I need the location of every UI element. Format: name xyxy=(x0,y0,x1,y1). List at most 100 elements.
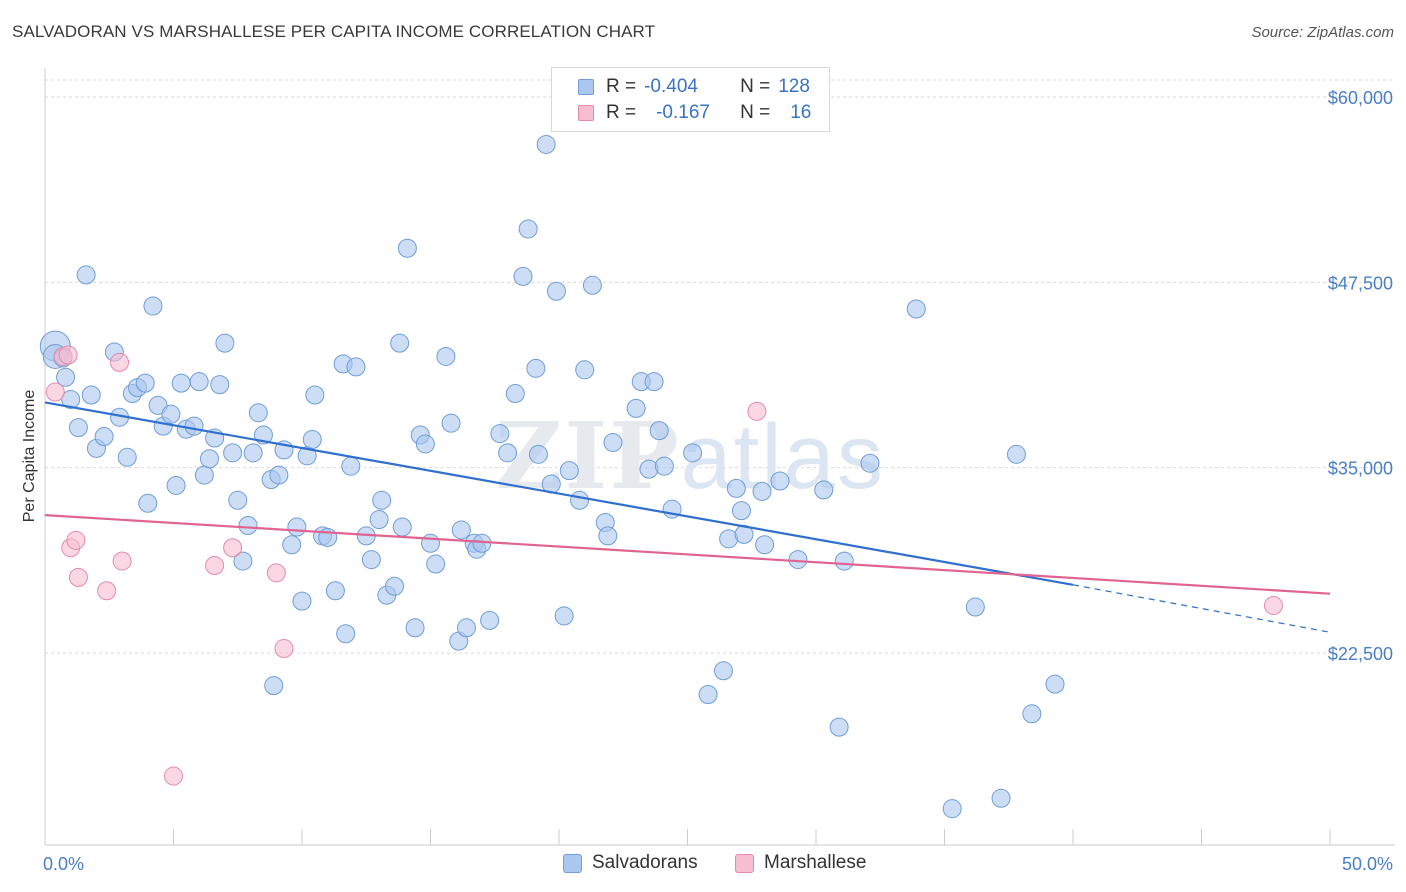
point-salvadorans xyxy=(264,676,284,696)
legend-swatch-salvadorans xyxy=(563,853,582,873)
point-marshallese xyxy=(164,766,183,786)
point-salvadorans xyxy=(1022,704,1042,724)
point-marshallese xyxy=(1263,596,1283,616)
point-salvadorans xyxy=(644,372,664,392)
point-salvadorans xyxy=(559,461,579,481)
point-salvadorans xyxy=(215,333,235,353)
point-salvadorans xyxy=(166,475,186,495)
point-salvadorans xyxy=(426,554,446,574)
point-salvadorans xyxy=(456,618,476,638)
point-salvadorans xyxy=(626,398,646,418)
point-salvadorans xyxy=(228,490,248,510)
point-salvadorans xyxy=(814,480,834,500)
point-salvadorans xyxy=(405,618,425,638)
point-marshallese xyxy=(68,567,88,587)
point-salvadorans xyxy=(528,444,548,464)
point-salvadorans xyxy=(305,385,325,405)
point-salvadorans xyxy=(683,443,703,463)
point-salvadorans xyxy=(392,517,412,537)
point-salvadorans xyxy=(498,443,518,463)
legend-r-value: -0.167 xyxy=(656,102,710,123)
point-salvadorans xyxy=(570,490,590,510)
point-salvadorans xyxy=(906,299,926,319)
point-salvadorans xyxy=(713,661,733,681)
point-salvadorans xyxy=(490,424,510,444)
point-salvadorans xyxy=(1006,444,1026,464)
stats-legend: R = -0.404 N = 128 R = -0.167 N = 16 xyxy=(551,67,830,132)
series-legend: Salvadorans Marshallese xyxy=(0,852,1406,878)
point-salvadorans xyxy=(603,432,623,452)
point-salvadorans xyxy=(1045,674,1065,694)
point-salvadorans xyxy=(518,219,538,239)
point-salvadorans xyxy=(243,443,263,463)
point-marshallese xyxy=(97,581,117,601)
point-salvadorans xyxy=(649,421,669,441)
trend-line-marshallese xyxy=(44,514,1331,595)
point-salvadorans xyxy=(546,281,566,301)
point-marshallese xyxy=(58,345,78,365)
point-salvadorans xyxy=(287,517,307,537)
trend-lines xyxy=(44,401,1331,633)
point-salvadorans xyxy=(536,134,556,154)
point-salvadorans xyxy=(372,490,392,510)
point-salvadorans xyxy=(184,416,204,436)
point-salvadorans xyxy=(56,367,76,387)
point-salvadorans xyxy=(598,526,618,546)
point-salvadorans xyxy=(171,373,191,393)
point-salvadorans xyxy=(451,520,471,540)
point-salvadorans xyxy=(834,551,854,571)
legend-r-label: R = xyxy=(606,102,637,123)
point-salvadorans xyxy=(292,591,312,611)
point-salvadorans xyxy=(199,449,219,469)
point-marshallese xyxy=(110,352,130,372)
legend-n-value: 16 xyxy=(790,102,812,123)
legend-r-label: R = xyxy=(606,76,637,97)
point-salvadorans xyxy=(361,550,381,570)
point-marshallese xyxy=(274,639,294,659)
point-salvadorans xyxy=(554,606,574,626)
point-salvadorans xyxy=(248,403,268,423)
point-salvadorans xyxy=(441,413,461,433)
source-label: Source: ZipAtlas.com xyxy=(1251,24,1394,41)
point-salvadorans xyxy=(238,515,258,535)
point-salvadorans xyxy=(480,610,500,630)
point-salvadorans xyxy=(965,597,985,617)
legend-n-label: N = xyxy=(740,76,771,97)
point-salvadorans xyxy=(161,404,181,424)
legend-n-value: 128 xyxy=(778,76,810,97)
point-salvadorans xyxy=(575,360,595,380)
point-salvadorans xyxy=(68,418,88,438)
point-salvadorans xyxy=(390,333,410,353)
point-marshallese xyxy=(205,556,225,576)
point-salvadorans xyxy=(194,465,214,485)
x-tick-label: 0.0% xyxy=(43,854,84,874)
point-salvadorans xyxy=(639,459,659,479)
legend-label-marshallese: Marshallese xyxy=(764,852,867,873)
point-salvadorans xyxy=(770,471,790,491)
point-salvadorans xyxy=(421,533,440,553)
point-salvadorans xyxy=(731,501,751,521)
point-salvadorans xyxy=(302,429,322,449)
point-marshallese xyxy=(266,563,286,583)
point-salvadorans xyxy=(752,481,772,501)
y-tick-label: $47,500 xyxy=(1328,273,1393,293)
point-salvadorans xyxy=(117,447,137,467)
point-salvadorans xyxy=(76,265,96,285)
legend-item-salvadorans: Salvadorans xyxy=(563,852,698,874)
legend-item-marshallese: Marshallese xyxy=(735,852,866,874)
legend-swatch-salvadorans xyxy=(578,79,594,95)
point-salvadorans xyxy=(369,510,389,530)
point-marshallese xyxy=(223,538,243,558)
point-salvadorans xyxy=(526,358,546,378)
point-salvadorans xyxy=(505,384,525,404)
y-tick-label: $60,000 xyxy=(1328,88,1393,108)
x-tick-label: 50.0% xyxy=(1342,854,1393,874)
point-salvadorans xyxy=(135,373,155,393)
point-salvadorans xyxy=(698,685,718,705)
point-salvadorans xyxy=(143,296,163,316)
y-tick-label: $35,000 xyxy=(1328,459,1393,479)
series-marshallese xyxy=(45,345,1283,786)
point-marshallese xyxy=(45,382,65,402)
point-salvadorans xyxy=(942,799,962,819)
point-marshallese xyxy=(747,401,767,421)
